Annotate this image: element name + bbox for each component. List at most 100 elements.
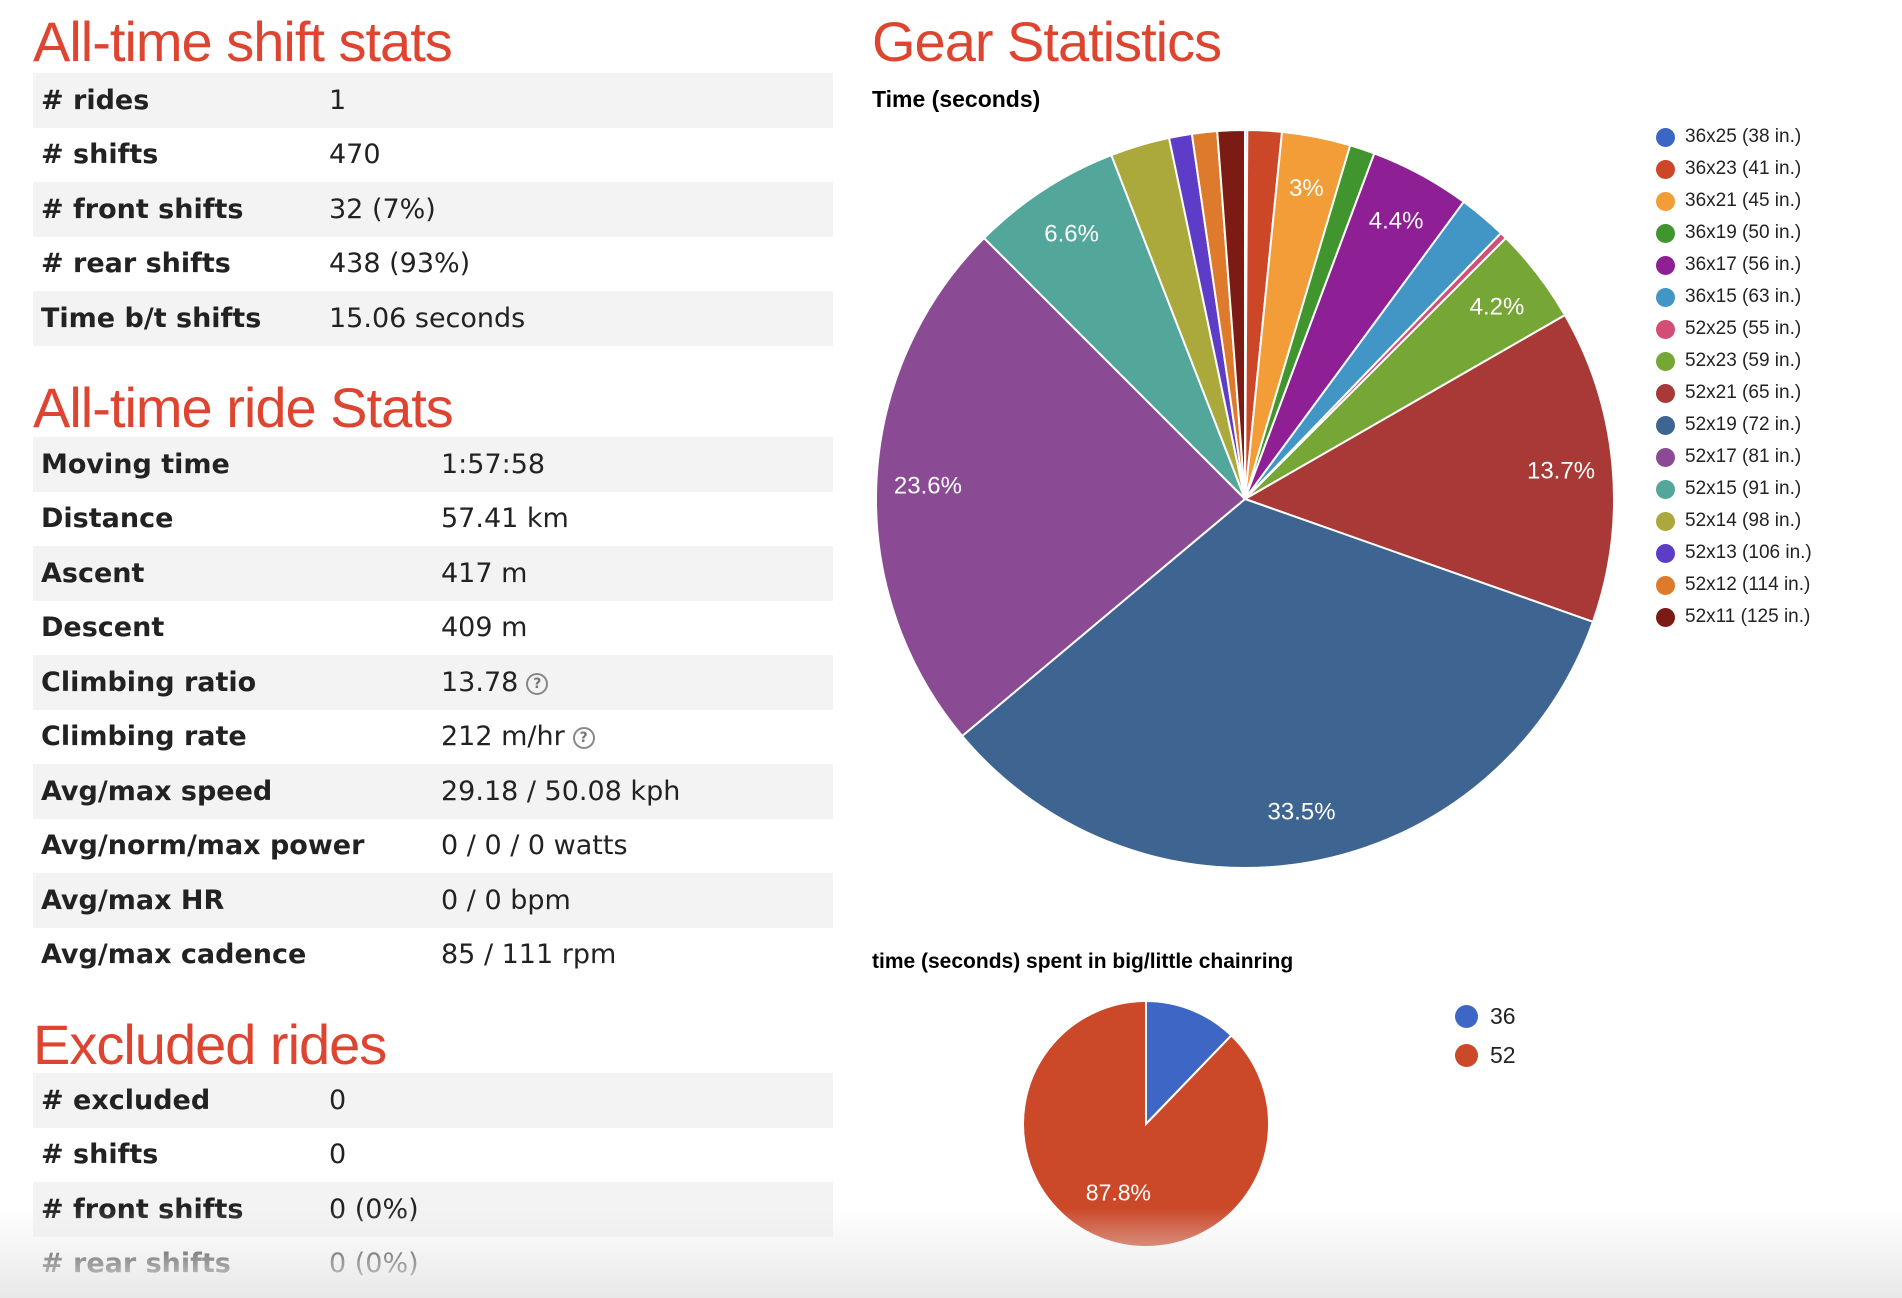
legend-item[interactable]: 52x19 (72 in.) [1656,409,1812,441]
pie-slice-label: 4.4% [1369,207,1424,234]
gear-pie-legend: 36x25 (38 in.) 36x23 (41 in.) 36x21 (45 in… [1656,121,1812,633]
pie-slice-label: 4.2% [1470,293,1525,320]
stat-label: # rides [33,73,321,128]
legend-dot-icon [1656,607,1675,627]
legend-item[interactable]: 52x23 (59 in.) [1656,345,1812,377]
legend-item[interactable]: 52 [1455,1036,1516,1075]
legend-item[interactable]: 36x15 (63 in.) [1656,281,1812,313]
legend-item[interactable]: 52x12 (114 in.) [1656,569,1812,601]
legend-item[interactable]: 36x23 (41 in.) [1656,153,1812,185]
pie-slice-52x15[interactable] [982,153,1246,500]
stat-row: # rear shifts 438 (93%) [33,237,833,292]
ride-stats-heading: All-time ride Stats [33,376,454,439]
gear-statistics-heading: Gear Statistics [872,10,1222,73]
legend-item[interactable]: 52x25 (55 in.) [1656,313,1812,345]
stat-label: Time b/t shifts [33,291,321,346]
stat-label: Climbing ratio [33,655,433,710]
ride-stats-table: Moving time 1:57:58 Distance 57.41 km Ascent… [33,437,833,982]
stat-row: # shifts 0 [33,1128,833,1183]
help-icon[interactable]: ? [526,672,549,695]
legend-dot-icon [1656,351,1675,371]
legend-dot-icon [1656,127,1675,147]
stat-value: 0 / 0 / 0 watts [441,830,628,862]
legend-dot-icon [1656,543,1675,563]
legend-dot-icon [1656,479,1675,499]
chainring-pie-legend: 36 52 [1455,997,1516,1075]
legend-label: 36x23 (41 in.) [1685,158,1802,179]
legend-label: 52x15 (91 in.) [1685,478,1802,499]
legend-label: 52x17 (81 in.) [1685,446,1802,467]
help-icon[interactable]: ? [572,727,595,750]
stat-label: # shifts [41,1139,159,1171]
legend-dot-icon [1656,383,1675,403]
stat-value: 0 / 0 bpm [441,884,571,916]
stat-value: 32 (7%) [329,193,436,225]
pie-slice-52x19[interactable] [960,497,1595,869]
stat-value: 212 m/hr [441,721,565,753]
stat-label: # front shifts [33,182,321,237]
legend-dot-icon [1656,191,1675,211]
stat-value: 1:57:58 [441,448,546,480]
stat-row: Avg/max cadence 85 / 111 rpm [33,928,833,983]
stat-label: Avg/max HR [33,873,433,928]
pie-slice-52x11[interactable] [1216,128,1246,500]
legend-item[interactable]: 36x17 (56 in.) [1656,249,1812,281]
legend-dot-icon [1656,223,1675,243]
stat-label: # shifts [41,139,159,171]
stat-label: Distance [41,503,174,535]
shift-stats-heading: All-time shift stats [33,10,453,73]
legend-label: 52x25 (55 in.) [1685,318,1802,339]
stat-value: 0 [329,1139,347,1171]
legend-item[interactable]: 36x21 (45 in.) [1656,185,1812,217]
stat-label: Climbing rate [41,721,247,753]
stat-value: 15.06 seconds [329,302,526,334]
legend-item[interactable]: 52x21 (65 in.) [1656,377,1812,409]
pie-slice-label: 33.5% [1267,799,1335,826]
pie-slice-36[interactable] [1145,999,1233,1127]
legend-item[interactable]: 52x17 (81 in.) [1656,441,1812,473]
legend-label: 52x21 (65 in.) [1685,382,1802,403]
stat-label: Moving time [33,437,433,492]
gear-pie-title: Time (seconds) [872,86,1041,112]
pie-slice-52x17[interactable] [875,236,1247,738]
stat-value: 57.41 km [441,503,569,535]
pie-slice-label: 6.6% [1044,221,1099,248]
stat-value: 438 (93%) [329,248,471,280]
legend-dot-icon [1656,159,1675,179]
legend-item[interactable]: 52x11 (125 in.) [1656,601,1812,633]
stat-value: 409 m [441,612,528,644]
legend-item[interactable]: 36x19 (50 in.) [1656,217,1812,249]
pie-slice-label: 3% [1289,175,1324,202]
legend-item[interactable]: 52x14 (98 in.) [1656,505,1812,537]
pie-slice-52x21[interactable] [1242,313,1615,624]
stat-label: # excluded [33,1073,321,1128]
stat-row: Avg/max HR 0 / 0 bpm [33,873,833,928]
stat-label: Avg/max speed [33,764,433,819]
legend-item[interactable]: 36x25 (38 in.) [1656,121,1812,153]
legend-dot-icon [1656,511,1675,531]
stat-value: 85 / 111 rpm [441,939,617,971]
legend-label: 52x13 (106 in.) [1685,542,1812,563]
excluded-rides-heading: Excluded rides [33,1013,387,1076]
stat-row: # shifts 470 [33,128,833,183]
legend-label: 52x11 (125 in.) [1685,606,1811,627]
shift-stats-table: # rides 1 # shifts 470 # front shifts 32 (7%)… [33,73,833,346]
legend-dot-icon [1656,255,1675,275]
stat-row: Distance 57.41 km [33,492,833,547]
stat-value: 29.18 / 50.08 kph [441,775,681,807]
legend-item[interactable]: 52x15 (91 in.) [1656,473,1812,505]
stat-value: 0 [329,1084,347,1116]
legend-label: 52 [1490,1042,1516,1068]
legend-item[interactable]: 36 [1455,997,1516,1036]
pie-slice-52[interactable] [1022,999,1270,1248]
stat-row: Moving time 1:57:58 [33,437,833,492]
pie-slice-label: 13.7% [1527,458,1595,485]
pie-slice-label: 23.6% [894,472,962,499]
stat-value: 1 [329,84,347,116]
stat-value: 417 m [441,557,528,589]
legend-label: 36x25 (38 in.) [1685,126,1802,147]
legend-item[interactable]: 52x13 (106 in.) [1656,537,1812,569]
pie-slice-label: 87.8% [1086,1179,1151,1205]
legend-dot-icon [1455,1044,1478,1067]
